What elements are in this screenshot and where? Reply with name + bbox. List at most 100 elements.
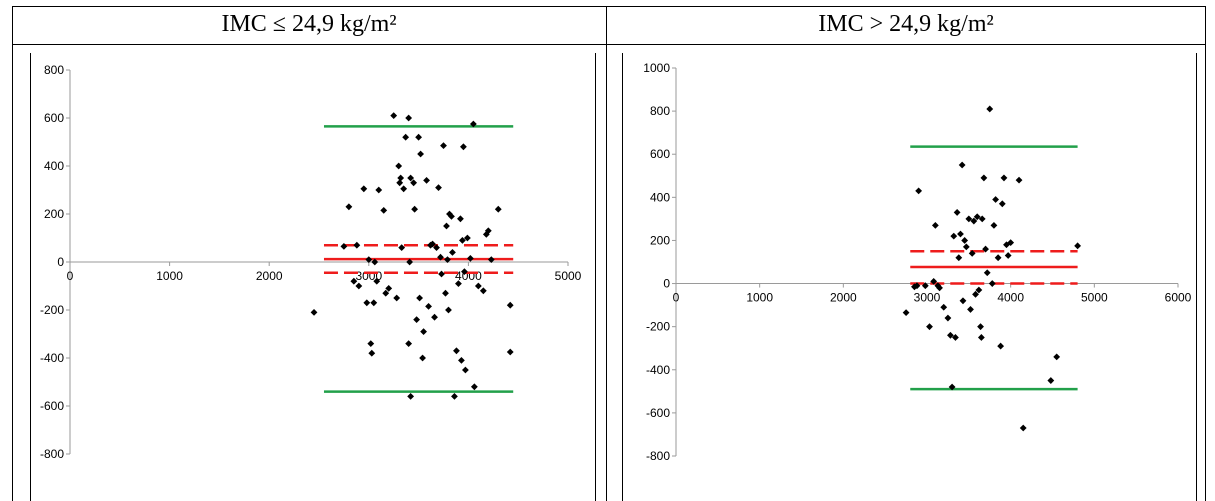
data-point — [395, 162, 403, 170]
data-point — [982, 245, 989, 253]
data-point — [1004, 252, 1012, 259]
data-point — [469, 120, 477, 128]
data-point — [431, 313, 438, 321]
data-point — [459, 237, 466, 244]
data-point — [983, 269, 991, 277]
data-point — [345, 203, 353, 211]
y-tick-label: 200 — [44, 207, 64, 221]
y-tick-label: -400 — [40, 351, 64, 365]
column-header-normal-bmi: IMC ≤ 24,9 kg/m² — [221, 11, 397, 37]
data-point — [913, 282, 921, 290]
data-point — [961, 237, 969, 244]
data-point — [451, 393, 458, 400]
data-point — [1015, 176, 1023, 184]
data-point — [1074, 242, 1081, 250]
y-tick-label: 400 — [650, 190, 670, 204]
data-point — [487, 256, 495, 263]
data-point — [962, 243, 970, 251]
data-point — [980, 174, 988, 182]
data-point — [442, 289, 449, 297]
x-tick-label: 1000 — [746, 291, 773, 305]
data-point — [438, 270, 445, 278]
data-point — [950, 232, 958, 240]
data-point — [936, 284, 943, 292]
table-frame — [12, 6, 1206, 501]
data-point — [340, 243, 348, 250]
data-point — [1007, 239, 1015, 246]
data-point — [350, 277, 358, 285]
y-tick-label: 600 — [44, 111, 64, 125]
data-point — [420, 328, 427, 335]
data-point — [368, 349, 376, 357]
x-tick-label: 3000 — [914, 291, 941, 305]
data-point — [416, 294, 423, 302]
data-point — [400, 185, 408, 193]
data-point — [407, 393, 415, 400]
data-point — [464, 234, 471, 242]
data-point — [977, 323, 984, 331]
data-point — [443, 222, 450, 230]
data-point — [460, 143, 467, 151]
x-tick-label: 0 — [67, 269, 74, 283]
data-point — [947, 331, 954, 339]
data-point — [1047, 377, 1055, 384]
column-header-high-bmi: IMC > 24,9 kg/m² — [818, 11, 994, 37]
data-point — [958, 161, 966, 169]
data-point — [419, 354, 426, 362]
y-tick-label: 0 — [57, 255, 64, 269]
y-tick-label: -200 — [646, 320, 670, 334]
data-point — [425, 303, 432, 310]
y-tick-label: -200 — [40, 303, 64, 317]
x-tick-label: 2000 — [256, 269, 283, 283]
data-point — [417, 150, 424, 158]
x-tick-label: 5000 — [555, 269, 582, 283]
data-point — [957, 230, 964, 238]
data-point — [990, 221, 998, 229]
y-tick-label: 0 — [663, 277, 670, 291]
y-tick-label: 400 — [44, 159, 64, 173]
data-point — [405, 114, 413, 122]
x-tick-label: 6000 — [1165, 291, 1192, 305]
x-tick-label: 5000 — [1081, 291, 1108, 305]
data-point — [405, 340, 413, 347]
y-tick-label: 600 — [650, 147, 670, 161]
data-point — [930, 278, 938, 285]
data-point — [494, 205, 502, 213]
data-point — [433, 244, 440, 251]
data-point — [375, 186, 383, 194]
y-tick-label: -800 — [40, 447, 64, 461]
column-divider — [606, 6, 607, 501]
data-point — [390, 112, 398, 119]
data-point — [973, 213, 981, 221]
x-tick-label: 2000 — [830, 291, 857, 305]
data-point — [402, 133, 410, 141]
data-point — [992, 196, 1000, 203]
data-point — [931, 221, 939, 229]
data-point — [462, 366, 469, 374]
data-point — [998, 200, 1006, 208]
data-point — [988, 280, 996, 287]
data-point — [952, 334, 959, 341]
data-point — [994, 254, 1002, 262]
data-point — [453, 347, 460, 355]
x-tick-label: 1000 — [156, 269, 183, 283]
data-point — [470, 383, 478, 391]
data-point — [398, 244, 406, 251]
data-point — [429, 240, 436, 248]
data-point — [411, 205, 419, 213]
y-tick-label: -600 — [646, 406, 670, 420]
x-tick-label: 4000 — [997, 291, 1024, 305]
data-point — [484, 227, 492, 235]
data-point — [397, 174, 405, 182]
data-point — [1000, 174, 1008, 182]
data-point — [371, 258, 379, 266]
data-point — [953, 209, 961, 216]
data-point — [407, 174, 415, 182]
data-point — [474, 282, 482, 290]
data-point — [1053, 353, 1061, 361]
data-point — [461, 268, 468, 275]
data-point — [373, 277, 381, 285]
data-point — [445, 306, 452, 314]
